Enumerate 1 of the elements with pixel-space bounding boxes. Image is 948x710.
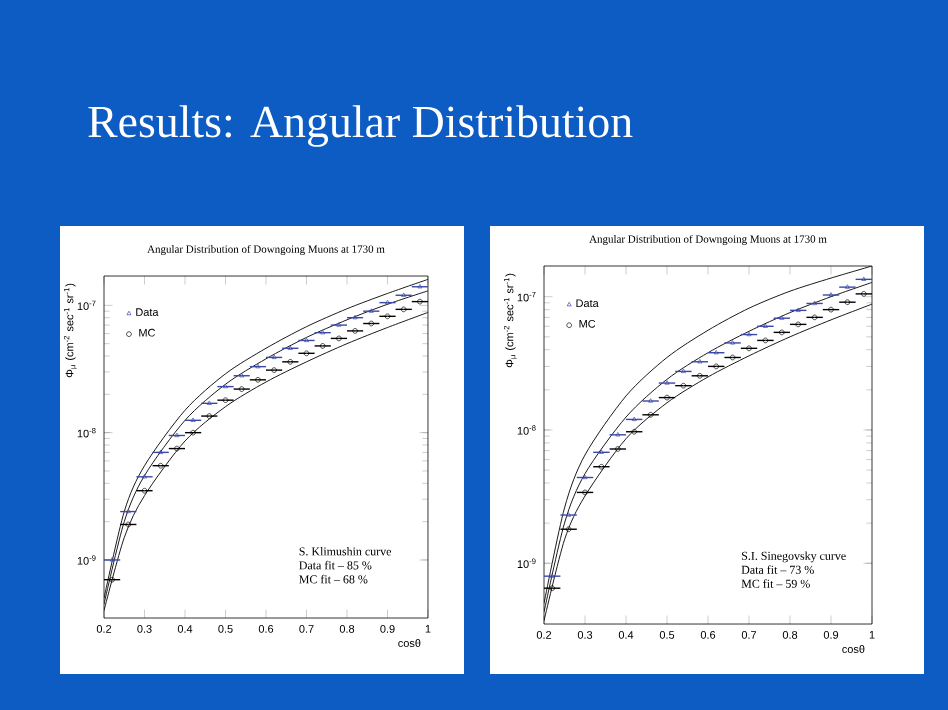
text: Results: Angular Distribution: [88, 105, 633, 147]
